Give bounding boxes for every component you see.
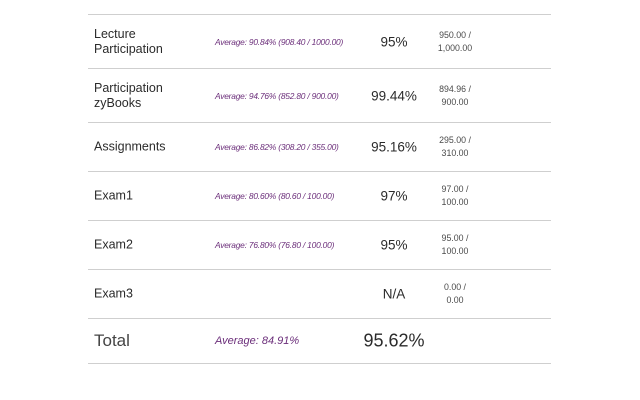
points-earned: 295.00 / <box>439 135 471 145</box>
points-possible: 310.00 <box>441 148 469 158</box>
category-percent: 95.16% <box>371 139 417 155</box>
category-points: 95.00 / 100.00 <box>424 232 486 258</box>
total-label: Total <box>94 331 130 350</box>
total-class-average: Average: 84.91% <box>215 335 300 347</box>
class-average: Average: 94.76% (852.80 / 900.00) <box>215 90 339 101</box>
category-points: 894.96 / 900.00 <box>424 83 486 109</box>
points-possible: 1,000.00 <box>437 42 473 53</box>
total-percent: 95.62% <box>363 330 425 351</box>
category-points: 950.00 / 1,000.00 <box>424 29 486 55</box>
category-name: Exam1 <box>94 188 133 203</box>
class-average: Average: 86.82% (308.20 / 355.00) <box>215 142 339 152</box>
category-name: Assignments <box>94 139 166 154</box>
category-points: 97.00 / 100.00 <box>424 183 486 209</box>
grade-row-assignments: Assignments Average: 86.82% (308.20 / 35… <box>88 123 551 172</box>
points-possible: 100.00 <box>441 246 469 256</box>
points-possible: 0.00 <box>446 295 464 305</box>
points-earned: 95.00 / <box>441 233 469 243</box>
category-percent: 95% <box>380 34 408 49</box>
grade-row-exam3: Exam3 N/A 0.00 / 0.00 <box>88 270 551 319</box>
grade-row-exam1: Exam1 Average: 80.60% (80.60 / 100.00) 9… <box>88 172 551 221</box>
points-earned: 0.00 / <box>443 282 466 292</box>
category-name: Exam2 <box>94 237 133 252</box>
category-points: 295.00 / 310.00 <box>424 134 486 160</box>
points-earned: 97.00 / <box>441 184 469 194</box>
points-earned: 894.96 / <box>439 83 471 94</box>
grade-row-exam2: Exam2 Average: 76.80% (76.80 / 100.00) 9… <box>88 221 551 270</box>
class-average: Average: 90.84% (908.40 / 1000.00) <box>215 36 344 47</box>
category-name: Exam3 <box>94 286 133 301</box>
class-average: Average: 76.80% (76.80 / 100.00) <box>215 240 335 250</box>
category-name: Participation zyBooks <box>94 80 163 110</box>
points-earned: 950.00 / <box>439 29 471 40</box>
points-possible: 900.00 <box>441 96 469 107</box>
grade-row-participation-zybooks: Participation zyBooks Average: 94.76% (8… <box>88 69 551 123</box>
category-percent: 99.44% <box>371 88 417 103</box>
class-average: Average: 80.60% (80.60 / 100.00) <box>215 191 335 201</box>
category-name: Lecture Participation <box>94 26 163 56</box>
grade-row-total: Total Average: 84.91% 95.62% <box>88 319 551 364</box>
category-percent: 97% <box>380 188 408 204</box>
category-points: 0.00 / 0.00 <box>424 281 486 307</box>
category-percent: 95% <box>380 237 408 253</box>
category-percent: N/A <box>382 286 406 302</box>
grades-table: Lecture Participation Average: 90.84% (9… <box>88 14 551 364</box>
points-possible: 100.00 <box>441 197 469 207</box>
grade-row-lecture-participation: Lecture Participation Average: 90.84% (9… <box>88 15 551 69</box>
